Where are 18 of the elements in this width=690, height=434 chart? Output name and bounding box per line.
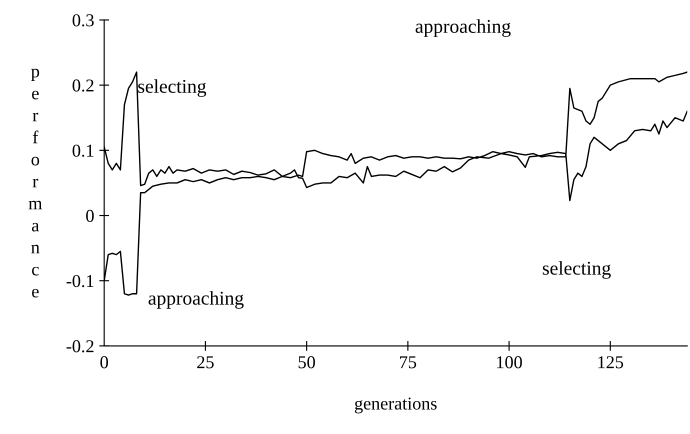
x-tick-label: 0 bbox=[100, 356, 108, 368]
annotation: selecting bbox=[138, 79, 206, 97]
y-tick-label: 0.1 bbox=[72, 144, 94, 157]
x-axis-title: generations bbox=[354, 398, 437, 414]
y-tick-label: -0.1 bbox=[66, 274, 94, 288]
y-tick-label: -0.2 bbox=[66, 340, 94, 352]
annotation: approaching bbox=[416, 19, 511, 37]
text: performance bbox=[28, 68, 42, 298]
x-tick-label: 100 bbox=[497, 356, 522, 368]
annotation: selecting bbox=[542, 261, 611, 279]
annotation: approaching bbox=[148, 291, 244, 309]
x-tick-label: 75 bbox=[400, 356, 416, 368]
y-tick-label: 0 bbox=[86, 210, 94, 222]
x-tick-label: 50 bbox=[298, 356, 315, 368]
x-tick-label: 125 bbox=[598, 356, 624, 368]
y-tick-label: 0.2 bbox=[72, 79, 94, 92]
y-tick-label: 0.3 bbox=[72, 14, 94, 26]
x-tick-label: 25 bbox=[197, 356, 214, 368]
